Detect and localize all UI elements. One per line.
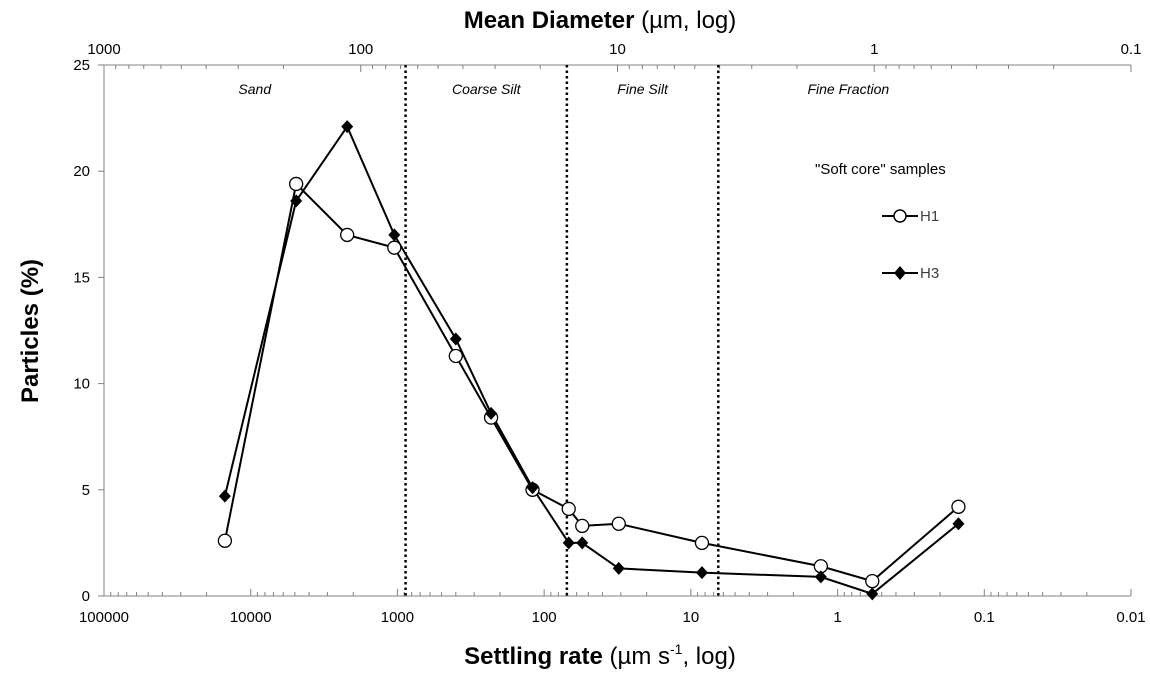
y-tick-label: 25	[73, 57, 90, 74]
series-line-h3	[223, 124, 960, 595]
y-tick-label: 15	[73, 269, 90, 286]
legend-h3-marker	[894, 266, 906, 280]
x-tick-label: 0.01	[1116, 609, 1145, 626]
x-tick-label: 1000	[381, 609, 414, 626]
region-label: Coarse Silt	[452, 81, 522, 97]
x-axis-title-post: , log)	[682, 643, 735, 670]
point-h1	[611, 516, 626, 531]
point-h1	[865, 573, 880, 589]
point-h3	[576, 536, 589, 550]
x-axis-title-bold: Settling rate	[464, 643, 603, 670]
point-h3	[341, 120, 354, 134]
point-h3	[612, 561, 625, 575]
legend-entry-h1: H1	[882, 208, 939, 225]
x-tick-label: 10	[683, 609, 700, 626]
top-tick-label: 0.1	[1121, 41, 1142, 58]
top-tick-label: 10	[609, 41, 626, 58]
x-tick-label: 0.1	[974, 609, 995, 626]
legend-h3-label: H3	[920, 265, 939, 282]
point-h3	[449, 332, 462, 346]
point-h1	[289, 176, 304, 192]
series-line-h1	[223, 181, 960, 583]
point-h3	[218, 489, 231, 503]
y-tick-label: 20	[73, 163, 90, 180]
y-tick-label: 10	[73, 376, 90, 393]
y-tick-label: 0	[82, 588, 90, 605]
point-h1	[448, 348, 463, 364]
point-h3	[526, 481, 539, 495]
top-axis-title-bold: Mean Diameter	[464, 7, 635, 34]
axes-group	[103, 64, 1131, 597]
point-h3	[952, 517, 965, 531]
x-tick-label: 10000	[230, 609, 272, 626]
region-label: Fine Silt	[617, 81, 669, 97]
point-h3	[388, 228, 401, 242]
x-axis-title-pre: (µm s	[603, 643, 670, 670]
point-h1	[340, 227, 355, 243]
point-h1	[951, 499, 966, 514]
point-h3	[866, 587, 879, 601]
legend-h1-marker	[893, 209, 907, 223]
regions-group: Sand Coarse Silt Fine Silt Fine Fraction	[238, 65, 889, 596]
x-axis-title-sup: -1	[670, 641, 683, 657]
x-axis-title: Settling rate (µm s-1, log)	[464, 641, 736, 670]
region-label: Fine Fraction	[807, 81, 889, 97]
x-tick-label: 100000	[79, 609, 129, 626]
legend-entry-h3: H3	[882, 265, 939, 282]
x-tick-label: 100	[532, 609, 557, 626]
point-h1	[217, 533, 233, 548]
legend-h1-label: H1	[920, 208, 939, 225]
x-tick-label: 1	[833, 609, 841, 626]
series-group	[217, 120, 966, 601]
legend: "Soft core" samples H1 H3	[815, 161, 946, 282]
point-h3	[695, 566, 708, 580]
top-axis-title-rest: (µm, log)	[634, 7, 736, 34]
top-tick-label: 100	[348, 41, 373, 58]
top-tick-label: 1000	[87, 41, 120, 58]
point-h3	[290, 194, 303, 208]
top-tick-label: 1	[870, 41, 878, 58]
point-h3	[485, 406, 498, 420]
point-h1	[387, 240, 402, 255]
point-h1	[575, 518, 590, 534]
point-h1	[561, 501, 576, 517]
legend-title: "Soft core" samples	[815, 161, 946, 178]
region-label: Sand	[238, 81, 272, 97]
point-h1	[694, 535, 710, 551]
point-h3	[562, 536, 575, 550]
y-axis-title: Particles (%)	[17, 259, 44, 403]
y-tick-label: 5	[82, 482, 90, 499]
top-axis-title: Mean Diameter (µm, log)	[464, 7, 737, 34]
point-h3	[814, 570, 827, 584]
